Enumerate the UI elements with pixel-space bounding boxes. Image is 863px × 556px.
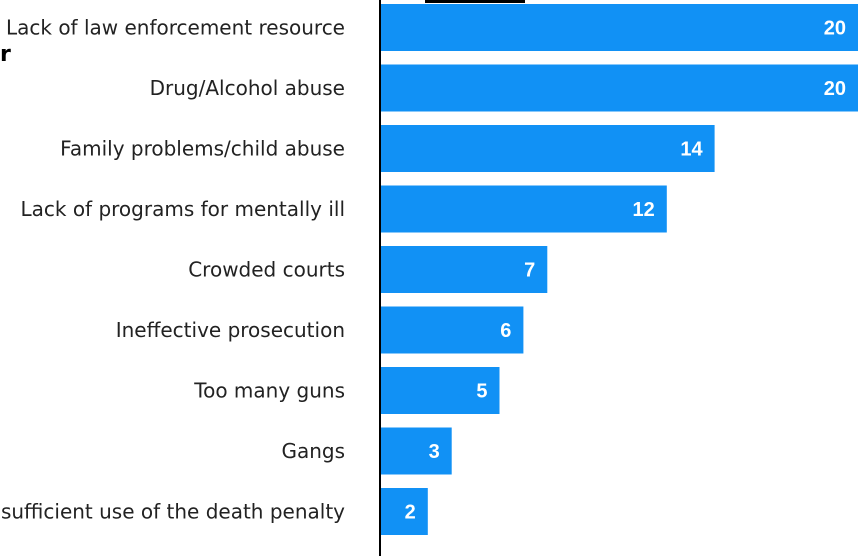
category-label: Family problems/child abuse	[60, 137, 345, 161]
bar	[380, 185, 667, 233]
category-label: Gangs	[281, 439, 345, 463]
category-label: Drug/Alcohol abuse	[150, 76, 345, 100]
bar	[380, 64, 858, 112]
bar	[380, 125, 715, 172]
bar	[380, 367, 500, 414]
value-labels-group: 20 20 14 12 7 6 5 3 2	[405, 18, 846, 524]
bar-value-label: 7	[524, 260, 535, 282]
bar-value-label: 20	[824, 18, 846, 40]
bar	[380, 4, 858, 51]
bar-value-label: 5	[476, 381, 487, 403]
bar	[380, 488, 428, 535]
bar	[380, 427, 452, 475]
category-label: Lack of programs for mentally ill	[20, 197, 345, 221]
category-label: Crowded courts	[188, 258, 345, 282]
bars-group	[380, 4, 858, 535]
category-labels-group: Lack of law enforcement resource Drug/Alc…	[0, 16, 345, 524]
category-label: Lack of law enforcement resource	[6, 16, 345, 40]
bar-value-label: 20	[824, 78, 846, 100]
bar-value-label: 3	[429, 441, 440, 463]
category-label: Too many guns	[193, 379, 345, 403]
cropped-heading-fragment: r	[0, 42, 11, 67]
bar	[380, 306, 524, 354]
bar-value-label: 12	[633, 199, 655, 221]
bar	[380, 246, 548, 293]
cropped-title-fragment	[425, 0, 525, 3]
bar-value-label: 2	[405, 502, 416, 524]
bar-value-label: 14	[680, 139, 703, 161]
category-label: Ineffective prosecution	[116, 318, 345, 342]
bar-value-label: 6	[500, 320, 511, 342]
category-label: Insufficient use of the death penalty	[0, 500, 345, 524]
